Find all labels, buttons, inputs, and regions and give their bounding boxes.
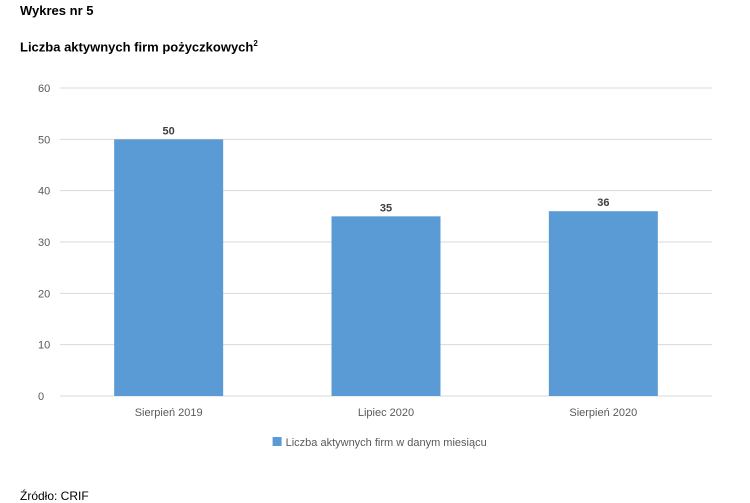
x-tick-label: Lipiec 2020	[358, 407, 414, 419]
chart-title: Liczba aktywnych firm pożyczkowych2	[20, 39, 258, 54]
legend: Liczba aktywnych firm w danym miesiącu	[272, 437, 487, 449]
y-tick-label: 0	[38, 391, 44, 403]
y-tick-label: 50	[38, 134, 50, 146]
bar	[548, 211, 658, 396]
source-note: Źródło: CRIF	[20, 489, 89, 503]
bar	[331, 216, 441, 396]
data-label: 35	[380, 202, 392, 214]
figure-number: Wykres nr 5	[20, 3, 94, 18]
y-tick-label: 30	[38, 237, 50, 249]
x-axis-ticks: Sierpień 2019 Lipiec 2020 Sierpień 2020	[135, 407, 638, 419]
footnote-mark: 2	[253, 39, 258, 48]
chart-title-text: Liczba aktywnych firm pożyczkowych	[20, 39, 254, 55]
y-axis-ticks: 0 10 20 30 40 50 60	[38, 83, 50, 403]
bar-chart: 0 10 20 30 40 50 60 50 35 36 Sierpień 2019 Lipiec…	[38, 83, 712, 449]
legend-swatch	[272, 437, 282, 446]
x-tick-label: Sierpień 2020	[569, 407, 637, 419]
y-tick-label: 10	[38, 340, 50, 352]
data-label: 50	[163, 125, 175, 137]
x-tick-label: Sierpień 2019	[135, 407, 203, 419]
y-tick-label: 40	[38, 186, 50, 198]
data-label: 36	[597, 197, 609, 209]
bar	[114, 139, 224, 396]
legend-label: Liczba aktywnych firm w danym miesiącu	[286, 437, 487, 449]
data-labels: 50 35 36	[163, 125, 610, 214]
bars	[114, 139, 658, 396]
y-tick-label: 20	[38, 288, 50, 300]
y-tick-label: 60	[38, 83, 50, 95]
